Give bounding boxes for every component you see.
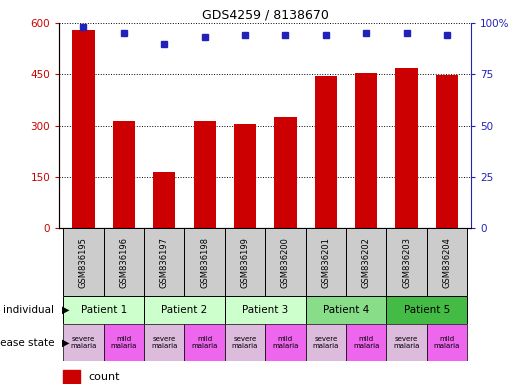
Text: ▶: ▶ — [62, 338, 70, 348]
Bar — [113, 121, 135, 228]
Bar — [355, 73, 377, 228]
Text: Patient 3: Patient 3 — [242, 305, 288, 315]
Text: Patient 2: Patient 2 — [161, 305, 208, 315]
Bar — [153, 172, 175, 228]
Text: GSM836199: GSM836199 — [241, 237, 250, 288]
Text: mild
malaria: mild malaria — [111, 336, 137, 349]
Text: severe
malaria: severe malaria — [232, 336, 258, 349]
Bar — [315, 76, 337, 228]
Bar — [396, 68, 418, 228]
FancyBboxPatch shape — [427, 228, 467, 296]
Text: GSM836197: GSM836197 — [160, 237, 169, 288]
Text: count: count — [88, 372, 119, 382]
Text: Patient 1: Patient 1 — [80, 305, 127, 315]
Text: mild
malaria: mild malaria — [192, 336, 218, 349]
Bar — [63, 370, 80, 384]
Text: Patient 4: Patient 4 — [323, 305, 369, 315]
FancyBboxPatch shape — [346, 324, 386, 361]
Text: individual: individual — [3, 305, 54, 315]
FancyBboxPatch shape — [265, 324, 305, 361]
Text: mild
malaria: mild malaria — [272, 336, 299, 349]
Text: ▶: ▶ — [62, 305, 70, 315]
Bar — [436, 75, 458, 228]
FancyBboxPatch shape — [184, 324, 225, 361]
Bar — [194, 121, 216, 228]
FancyBboxPatch shape — [144, 228, 184, 296]
FancyBboxPatch shape — [305, 296, 386, 324]
Text: Patient 5: Patient 5 — [404, 305, 450, 315]
Text: GSM836203: GSM836203 — [402, 237, 411, 288]
Text: GSM836201: GSM836201 — [321, 237, 330, 288]
FancyBboxPatch shape — [63, 324, 104, 361]
FancyBboxPatch shape — [265, 228, 305, 296]
Text: mild
malaria: mild malaria — [353, 336, 380, 349]
FancyBboxPatch shape — [427, 324, 467, 361]
Bar — [72, 30, 95, 228]
Text: disease state: disease state — [0, 338, 54, 348]
FancyBboxPatch shape — [225, 228, 265, 296]
Text: GSM836204: GSM836204 — [442, 237, 452, 288]
FancyBboxPatch shape — [104, 324, 144, 361]
Text: GSM836196: GSM836196 — [119, 237, 128, 288]
Title: GDS4259 / 8138670: GDS4259 / 8138670 — [202, 9, 329, 22]
Text: GSM836195: GSM836195 — [79, 237, 88, 288]
Text: GSM836202: GSM836202 — [362, 237, 371, 288]
FancyBboxPatch shape — [305, 324, 346, 361]
Text: GSM836198: GSM836198 — [200, 237, 209, 288]
FancyBboxPatch shape — [386, 228, 427, 296]
FancyBboxPatch shape — [63, 296, 144, 324]
FancyBboxPatch shape — [225, 324, 265, 361]
FancyBboxPatch shape — [104, 228, 144, 296]
FancyBboxPatch shape — [346, 228, 386, 296]
Text: severe
malaria: severe malaria — [151, 336, 178, 349]
Bar — [274, 117, 297, 228]
FancyBboxPatch shape — [184, 228, 225, 296]
Bar — [234, 124, 256, 228]
Text: severe
malaria: severe malaria — [313, 336, 339, 349]
Text: severe
malaria: severe malaria — [393, 336, 420, 349]
FancyBboxPatch shape — [144, 324, 184, 361]
FancyBboxPatch shape — [305, 228, 346, 296]
FancyBboxPatch shape — [386, 296, 467, 324]
FancyBboxPatch shape — [63, 228, 104, 296]
Text: mild
malaria: mild malaria — [434, 336, 460, 349]
Text: GSM836200: GSM836200 — [281, 237, 290, 288]
FancyBboxPatch shape — [225, 296, 305, 324]
FancyBboxPatch shape — [386, 324, 427, 361]
FancyBboxPatch shape — [144, 296, 225, 324]
Text: severe
malaria: severe malaria — [70, 336, 97, 349]
